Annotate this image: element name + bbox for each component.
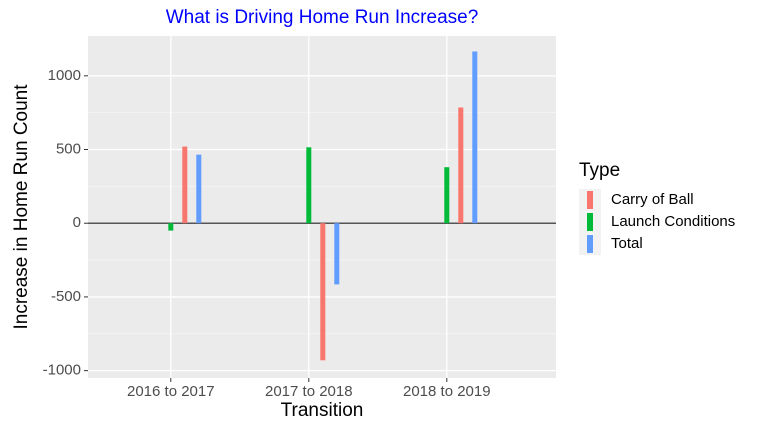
legend-key <box>587 213 593 231</box>
y-tick-label: 500 <box>56 140 81 157</box>
bar <box>458 107 464 224</box>
y-axis-title: Increase in Home Run Count <box>11 84 32 330</box>
y-tick-label: -500 <box>51 288 81 305</box>
bar <box>334 223 340 285</box>
x-tick-label: 2016 to 2017 <box>127 383 215 400</box>
bar <box>472 51 478 224</box>
y-tick-label: 1000 <box>48 67 81 84</box>
legend-label: Total <box>611 235 643 252</box>
bar <box>444 167 450 224</box>
x-axis-title: Transition <box>281 400 364 421</box>
x-tick-label: 2018 to 2019 <box>403 383 491 400</box>
bar <box>196 154 202 224</box>
chart-title: What is Driving Home Run Increase? <box>166 7 479 28</box>
y-tick-label: 0 <box>73 214 81 231</box>
legend-key <box>587 191 593 209</box>
x-tick-label: 2017 to 2018 <box>265 383 353 400</box>
bar <box>182 146 188 224</box>
legend-label: Launch Conditions <box>611 213 735 230</box>
bar <box>320 223 326 361</box>
legend-title: Type <box>579 160 620 181</box>
bar <box>168 223 174 231</box>
legend-key <box>587 235 593 253</box>
y-tick-label: -1000 <box>43 362 81 379</box>
bar <box>306 147 312 224</box>
legend-label: Carry of Ball <box>611 191 694 208</box>
